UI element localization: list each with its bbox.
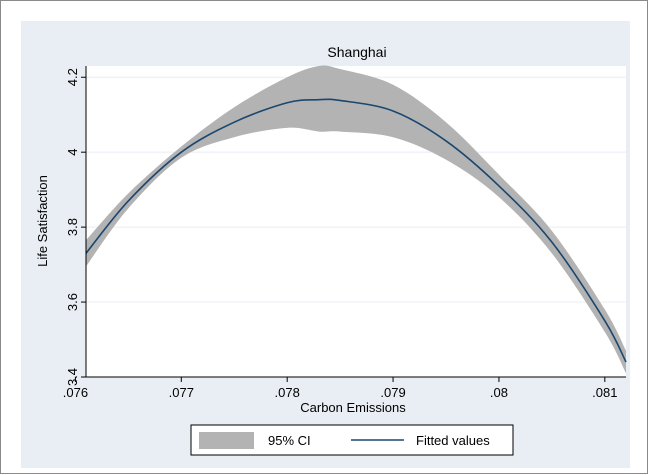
y-axis-title: Life Satisfaction (35, 175, 50, 267)
fitted-values-line (85, 98, 627, 363)
x-tick-label: .079 (380, 385, 405, 400)
legend-swatch-ci (199, 432, 254, 449)
y-ticks: 3.4 3.6 3.8 4 4.2 (65, 68, 86, 386)
y-tick-label: 3.4 (65, 368, 80, 386)
y-tick-label: 3.8 (65, 218, 80, 236)
chart-title: Shanghai (327, 44, 386, 60)
x-ticks: .076 .077 .078 .079 .08 .081 (63, 377, 617, 400)
legend-label-ci: 95% CI (268, 433, 311, 448)
legend: 95% CI Fitted values (190, 424, 514, 456)
x-tick-label: .077 (169, 385, 194, 400)
x-tick-label: .076 (63, 385, 88, 400)
x-tick-label: .078 (275, 385, 300, 400)
ci-band (86, 65, 626, 374)
x-tick-label: .081 (592, 385, 617, 400)
x-tick-label: .08 (490, 385, 508, 400)
y-tick-label: 3.6 (65, 293, 80, 311)
legend-label-fit: Fitted values (416, 433, 490, 448)
x-axis-title: Carbon Emissions (300, 400, 406, 415)
y-tick-label: 4 (65, 149, 80, 156)
y-tick-label: 4.2 (65, 68, 80, 86)
